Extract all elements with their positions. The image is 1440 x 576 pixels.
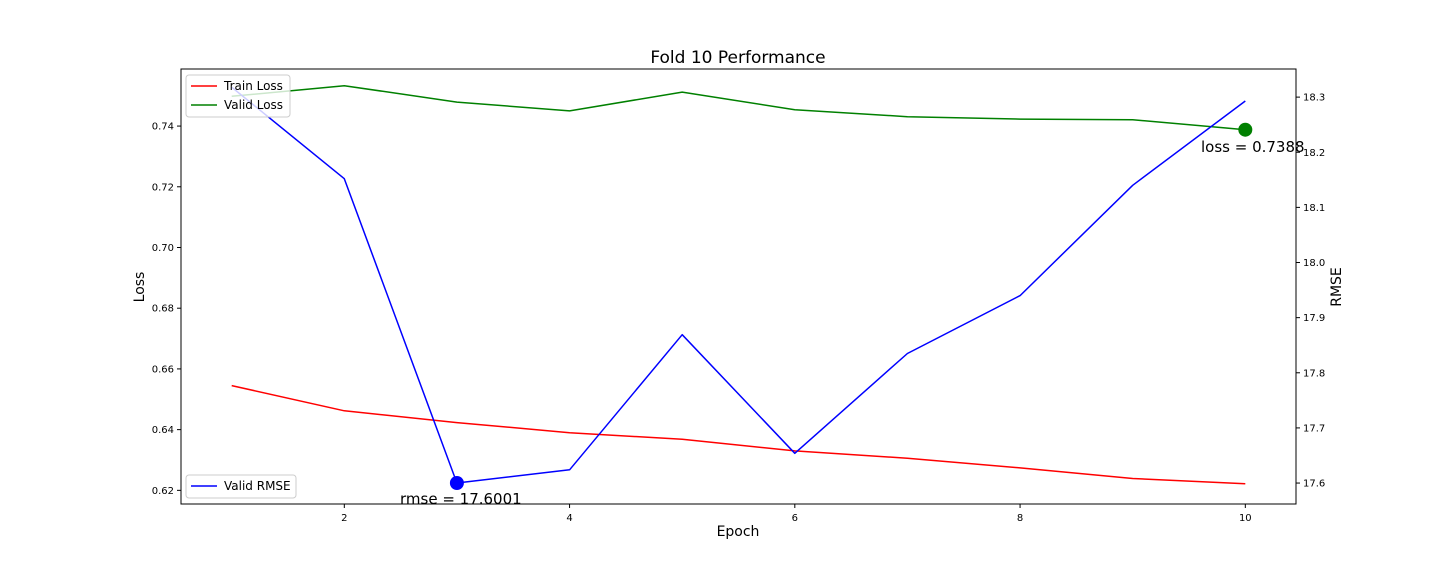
x-axis-label: Epoch: [717, 524, 760, 540]
markers: [449, 122, 1253, 490]
series-lines: [231, 84, 1246, 485]
y-left-tick-label: 0.72: [152, 182, 174, 193]
x-tick-label: 8: [1017, 513, 1023, 524]
legend-label-valid-rmse: Valid RMSE: [224, 479, 291, 493]
y-left-tick-label: 0.70: [152, 243, 174, 254]
plot-area: [181, 69, 1296, 504]
legend-label-valid-loss: Valid Loss: [224, 98, 283, 112]
annotation-min-loss: loss = 0.7388: [1201, 138, 1305, 156]
y-right-ticks: 17.6 17.7 17.8 17.9 18.0 18.1 18.2 18.3: [1296, 93, 1325, 490]
y-left-ticks: 0.62 0.64 0.66 0.68 0.70 0.72 0.74: [152, 122, 181, 497]
y-left-tick-label: 0.68: [152, 304, 174, 315]
y-left-tick-label: 0.74: [152, 122, 174, 133]
x-ticks: 2 4 6 8 10: [341, 504, 1252, 524]
x-tick-label: 4: [566, 513, 572, 524]
y-right-tick-label: 17.6: [1303, 479, 1325, 490]
chart-title: Fold 10 Performance: [650, 48, 825, 68]
series-line-valid-rmse: [231, 86, 1246, 484]
series-line-train-loss: [231, 384, 1246, 485]
legend-label-train-loss: Train Loss: [223, 79, 283, 93]
y-left-axis-label: Loss: [132, 272, 148, 303]
y-right-tick-label: 17.9: [1303, 313, 1325, 324]
plot-frame: [180, 68, 1297, 505]
annotation-min-rmse: rmse = 17.6001: [400, 490, 522, 508]
legend-rmse-box: [185, 474, 297, 499]
y-left-tick-label: 0.64: [152, 425, 174, 436]
marker-min-loss: [1238, 122, 1253, 137]
y-left-tick-label: 0.62: [152, 486, 174, 497]
y-right-tick-label: 18.2: [1303, 148, 1325, 159]
y-right-tick-label: 18.3: [1303, 93, 1325, 104]
x-tick-label: 2: [341, 513, 347, 524]
y-right-axis-label: RMSE: [1329, 267, 1345, 307]
marker-min-rmse: [449, 476, 464, 490]
x-tick-label: 10: [1239, 513, 1252, 524]
legend-loss: Train Loss Valid Loss: [185, 74, 291, 118]
series-line-valid-loss: [231, 84, 1246, 131]
legend-rmse: Valid RMSE: [185, 474, 297, 499]
x-tick-label: 6: [792, 513, 798, 524]
y-right-tick-label: 18.0: [1303, 258, 1325, 269]
y-right-tick-label: 18.1: [1303, 203, 1325, 214]
y-right-tick-label: 17.8: [1303, 368, 1325, 379]
y-right-tick-label: 17.7: [1303, 423, 1325, 434]
y-left-tick-label: 0.66: [152, 364, 174, 375]
